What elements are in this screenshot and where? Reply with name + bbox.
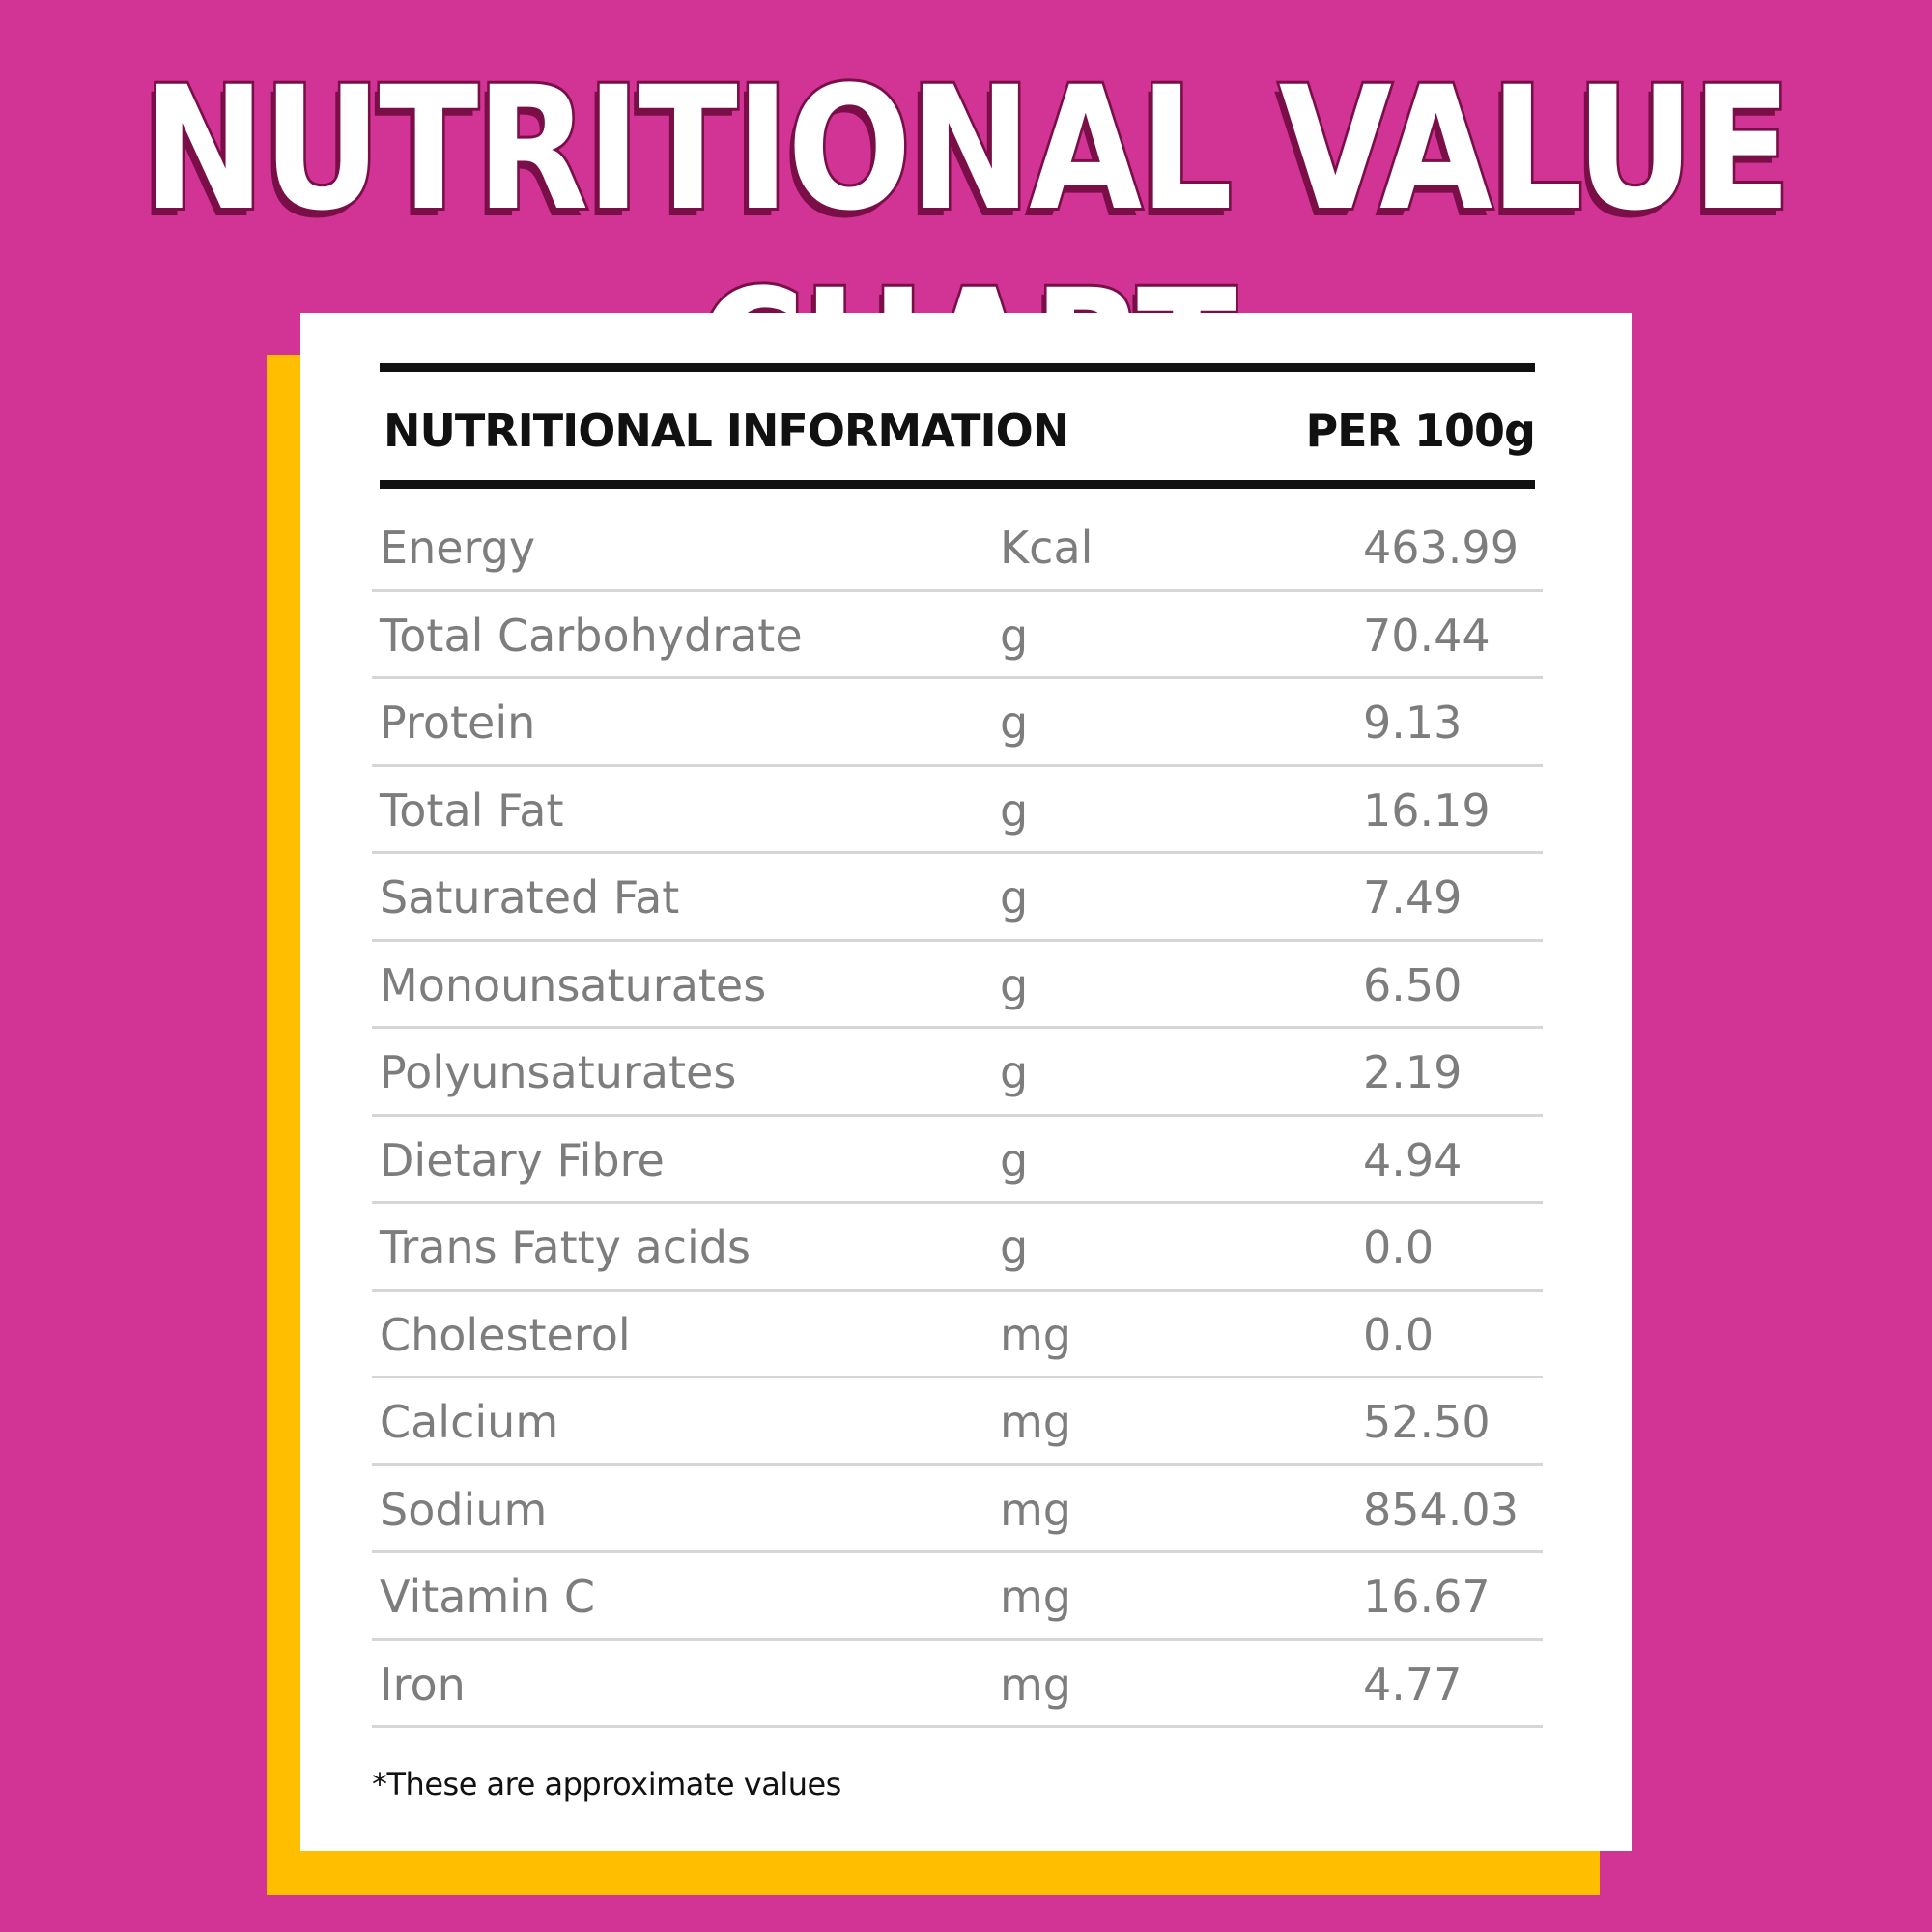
table-row: Total Fat g 16.19: [372, 767, 1543, 854]
nutrient-unit: g: [1000, 783, 1029, 837]
nutrient-unit: g: [1000, 1221, 1029, 1273]
nutrient-value: 70.44: [1363, 609, 1491, 662]
table-row: Sodium mg 854.03: [372, 1466, 1543, 1553]
nutrient-value: 2.19: [1363, 1046, 1463, 1098]
nutrient-unit: g: [1000, 958, 1029, 1011]
nutrient-unit: mg: [1000, 1658, 1072, 1711]
nutrient-unit: g: [1000, 1133, 1029, 1186]
nutrient-name: Vitamin C: [380, 1571, 595, 1623]
table-row: Cholesterol mg 0.0: [372, 1292, 1543, 1378]
nutrient-value: 854.03: [1363, 1483, 1519, 1536]
table-row: Energy Kcal 463.99: [372, 504, 1543, 592]
nutrient-value: 7.49: [1363, 871, 1463, 923]
nutrient-name: Trans Fatty acids: [380, 1221, 751, 1273]
nutrient-value: 4.94: [1363, 1133, 1463, 1186]
nutrient-value: 52.50: [1363, 1396, 1491, 1448]
table-row: Calcium mg 52.50: [372, 1378, 1543, 1466]
nutrient-value: 4.77: [1363, 1658, 1463, 1711]
nutrient-name: Calcium: [380, 1396, 559, 1448]
nutrient-unit: g: [1000, 1046, 1029, 1098]
nutrient-value: 16.67: [1363, 1571, 1491, 1623]
table-row: Vitamin C mg 16.67: [372, 1553, 1543, 1641]
table-row: Saturated Fat g 7.49: [372, 854, 1543, 942]
nutrient-unit: mg: [1000, 1308, 1072, 1361]
nutrition-table: Energy Kcal 463.99 Total Carbohydrate g …: [372, 504, 1543, 1728]
table-row: Dietary Fibre g 4.94: [372, 1117, 1543, 1204]
nutrient-unit: g: [1000, 609, 1029, 662]
nutrition-card: NUTRITIONAL INFORMATION PER 100g Energy …: [300, 313, 1632, 1851]
nutrient-value: 0.0: [1363, 1221, 1435, 1273]
nutrient-name: Energy: [380, 522, 536, 574]
nutrient-name: Sodium: [380, 1483, 548, 1536]
table-row: Protein g 9.13: [372, 679, 1543, 767]
header-bottom-rule: [380, 480, 1535, 489]
nutrient-value: 463.99: [1363, 522, 1519, 574]
table-header-per: PER 100g: [1305, 405, 1536, 457]
table-row: Trans Fatty acids g 0.0: [372, 1204, 1543, 1292]
nutrient-name: Total Carbohydrate: [380, 609, 803, 662]
nutrient-value: 16.19: [1363, 783, 1491, 837]
nutrient-name: Polyunsaturates: [380, 1046, 737, 1098]
nutrient-name: Cholesterol: [380, 1308, 631, 1361]
table-header-label: NUTRITIONAL INFORMATION: [384, 405, 1069, 457]
header-top-rule: [380, 363, 1535, 372]
table-row: Iron mg 4.77: [372, 1641, 1543, 1728]
nutrient-name: Saturated Fat: [380, 871, 680, 923]
nutrient-unit: mg: [1000, 1483, 1072, 1536]
nutrient-name: Dietary Fibre: [380, 1133, 665, 1186]
nutrient-unit: mg: [1000, 1396, 1072, 1448]
nutrient-unit: g: [1000, 871, 1029, 923]
nutrient-value: 0.0: [1363, 1308, 1435, 1361]
nutrient-name: Iron: [380, 1658, 466, 1711]
table-row: Monounsaturates g 6.50: [372, 942, 1543, 1029]
nutrient-value: 6.50: [1363, 958, 1463, 1011]
nutrient-unit: g: [1000, 696, 1029, 749]
nutrient-unit: Kcal: [1000, 522, 1094, 574]
nutrient-name: Protein: [380, 696, 536, 749]
table-row: Polyunsaturates g 2.19: [372, 1029, 1543, 1117]
footnote: *These are approximate values: [372, 1766, 841, 1803]
nutrient-name: Monounsaturates: [380, 958, 767, 1011]
nutrient-value: 9.13: [1363, 696, 1463, 749]
nutrient-name: Total Fat: [380, 783, 564, 837]
table-row: Total Carbohydrate g 70.44: [372, 592, 1543, 679]
nutrient-unit: mg: [1000, 1571, 1072, 1623]
